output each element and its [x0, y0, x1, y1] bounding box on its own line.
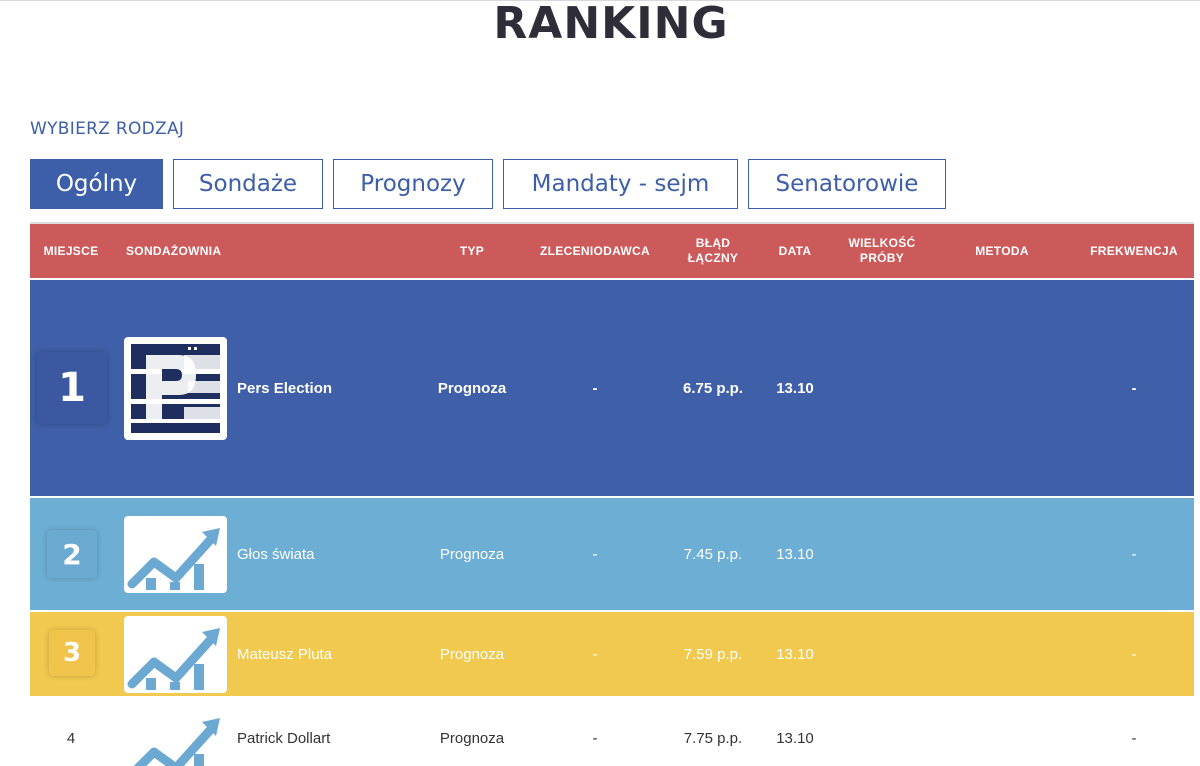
- sample-cell: [832, 280, 932, 496]
- chart-trend-icon: [124, 616, 227, 693]
- rank-badge: 2: [47, 530, 97, 578]
- pollster-name[interactable]: Patrick Dollart: [237, 729, 331, 747]
- header-frekwencja[interactable]: FREKWENCJA: [1090, 243, 1178, 258]
- table-header: MIEJSCE SONDAŻOWNIA TYP ZLECENIODAWCA BŁ…: [30, 222, 1194, 278]
- pollster-name[interactable]: Pers Election: [237, 379, 333, 397]
- tab-ogolny[interactable]: Ogólny: [30, 159, 163, 209]
- turnout-cell: -: [1131, 379, 1137, 397]
- header-sondazownia[interactable]: SONDAŻOWNIA: [126, 243, 222, 258]
- date-cell: 13.10: [776, 545, 814, 563]
- method-cell: [952, 498, 1052, 610]
- header-blad-line1: BŁĄD: [695, 236, 731, 250]
- pollster-name[interactable]: Głos świata: [237, 545, 315, 563]
- tab-sondaze[interactable]: Sondaże: [173, 159, 323, 209]
- turnout-cell: -: [1131, 645, 1137, 663]
- category-label: WYBIERZ RODZAJ: [30, 119, 185, 139]
- header-metoda[interactable]: METODA: [975, 243, 1029, 258]
- tab-senatorowie[interactable]: Senatorowie: [748, 159, 946, 209]
- sample-cell: [832, 498, 932, 610]
- header-typ[interactable]: TYP: [459, 243, 485, 258]
- client-cell: -: [592, 379, 598, 397]
- table-row[interactable]: 2 Głos świata Prognoza - 7.45 p.p. 13.10…: [30, 496, 1194, 610]
- type-cell: Prognoza: [439, 545, 505, 563]
- header-blad-line2: ŁĄCZNY: [687, 251, 739, 265]
- date-cell: 13.10: [776, 645, 814, 663]
- chart-trend-icon: [124, 516, 227, 593]
- chart-trend-icon: [124, 706, 227, 766]
- header-data[interactable]: DATA: [778, 243, 812, 258]
- table-row[interactable]: 1 Pers Election Prognoza - 6.75 p.p. 13.…: [30, 278, 1194, 496]
- tab-mandaty-sejm[interactable]: Mandaty - sejm: [503, 159, 738, 209]
- error-cell: 6.75 p.p.: [682, 379, 744, 397]
- turnout-cell: -: [1131, 729, 1137, 747]
- ranking-table: MIEJSCE SONDAŻOWNIA TYP ZLECENIODAWCA BŁ…: [30, 222, 1194, 766]
- header-wielkosc-line2: PRÓBY: [859, 251, 905, 265]
- header-blad-laczny[interactable]: BŁĄD ŁĄCZNY: [663, 236, 763, 266]
- sample-cell: [832, 698, 932, 766]
- tab-prognozy[interactable]: Prognozy: [333, 159, 493, 209]
- rank-cell: 4: [66, 729, 76, 747]
- pollster-name[interactable]: Mateusz Pluta: [237, 645, 333, 663]
- table-row[interactable]: 3 Mateusz Pluta Prognoza - 7.59 p.p. 13.…: [30, 610, 1194, 696]
- top-divider: [0, 0, 1200, 1]
- table-row[interactable]: 4 Patrick Dollart Prognoza - 7.75 p.p. 1…: [30, 696, 1194, 766]
- header-miejsce[interactable]: MIEJSCE: [43, 243, 99, 258]
- client-cell: -: [592, 645, 598, 663]
- type-cell: Prognoza: [439, 645, 505, 663]
- error-cell: 7.75 p.p.: [683, 729, 743, 747]
- page-title: RANKING: [493, 0, 729, 49]
- date-cell: 13.10: [776, 379, 814, 397]
- method-cell: [952, 698, 1052, 766]
- turnout-cell: -: [1131, 545, 1137, 563]
- client-cell: -: [592, 729, 598, 747]
- rank-badge: 3: [49, 630, 95, 676]
- category-tabs: Ogólny Sondaże Prognozy Mandaty - sejm S…: [30, 159, 956, 209]
- type-cell: Prognoza: [437, 379, 507, 397]
- pers-election-logo: [124, 337, 227, 440]
- header-wielkosc-line1: WIELKOŚĆ: [848, 236, 916, 250]
- sample-cell: [832, 612, 932, 696]
- client-cell: -: [592, 545, 598, 563]
- method-cell: [952, 612, 1052, 696]
- rank-badge: 1: [37, 352, 107, 424]
- type-cell: Prognoza: [439, 729, 505, 747]
- header-zleceniodawca[interactable]: ZLECENIODAWCA: [540, 243, 650, 258]
- header-wielkosc-proby[interactable]: WIELKOŚĆ PRÓBY: [832, 236, 932, 266]
- date-cell: 13.10: [776, 729, 814, 747]
- error-cell: 7.59 p.p.: [683, 645, 743, 663]
- error-cell: 7.45 p.p.: [683, 545, 743, 563]
- method-cell: [952, 280, 1052, 496]
